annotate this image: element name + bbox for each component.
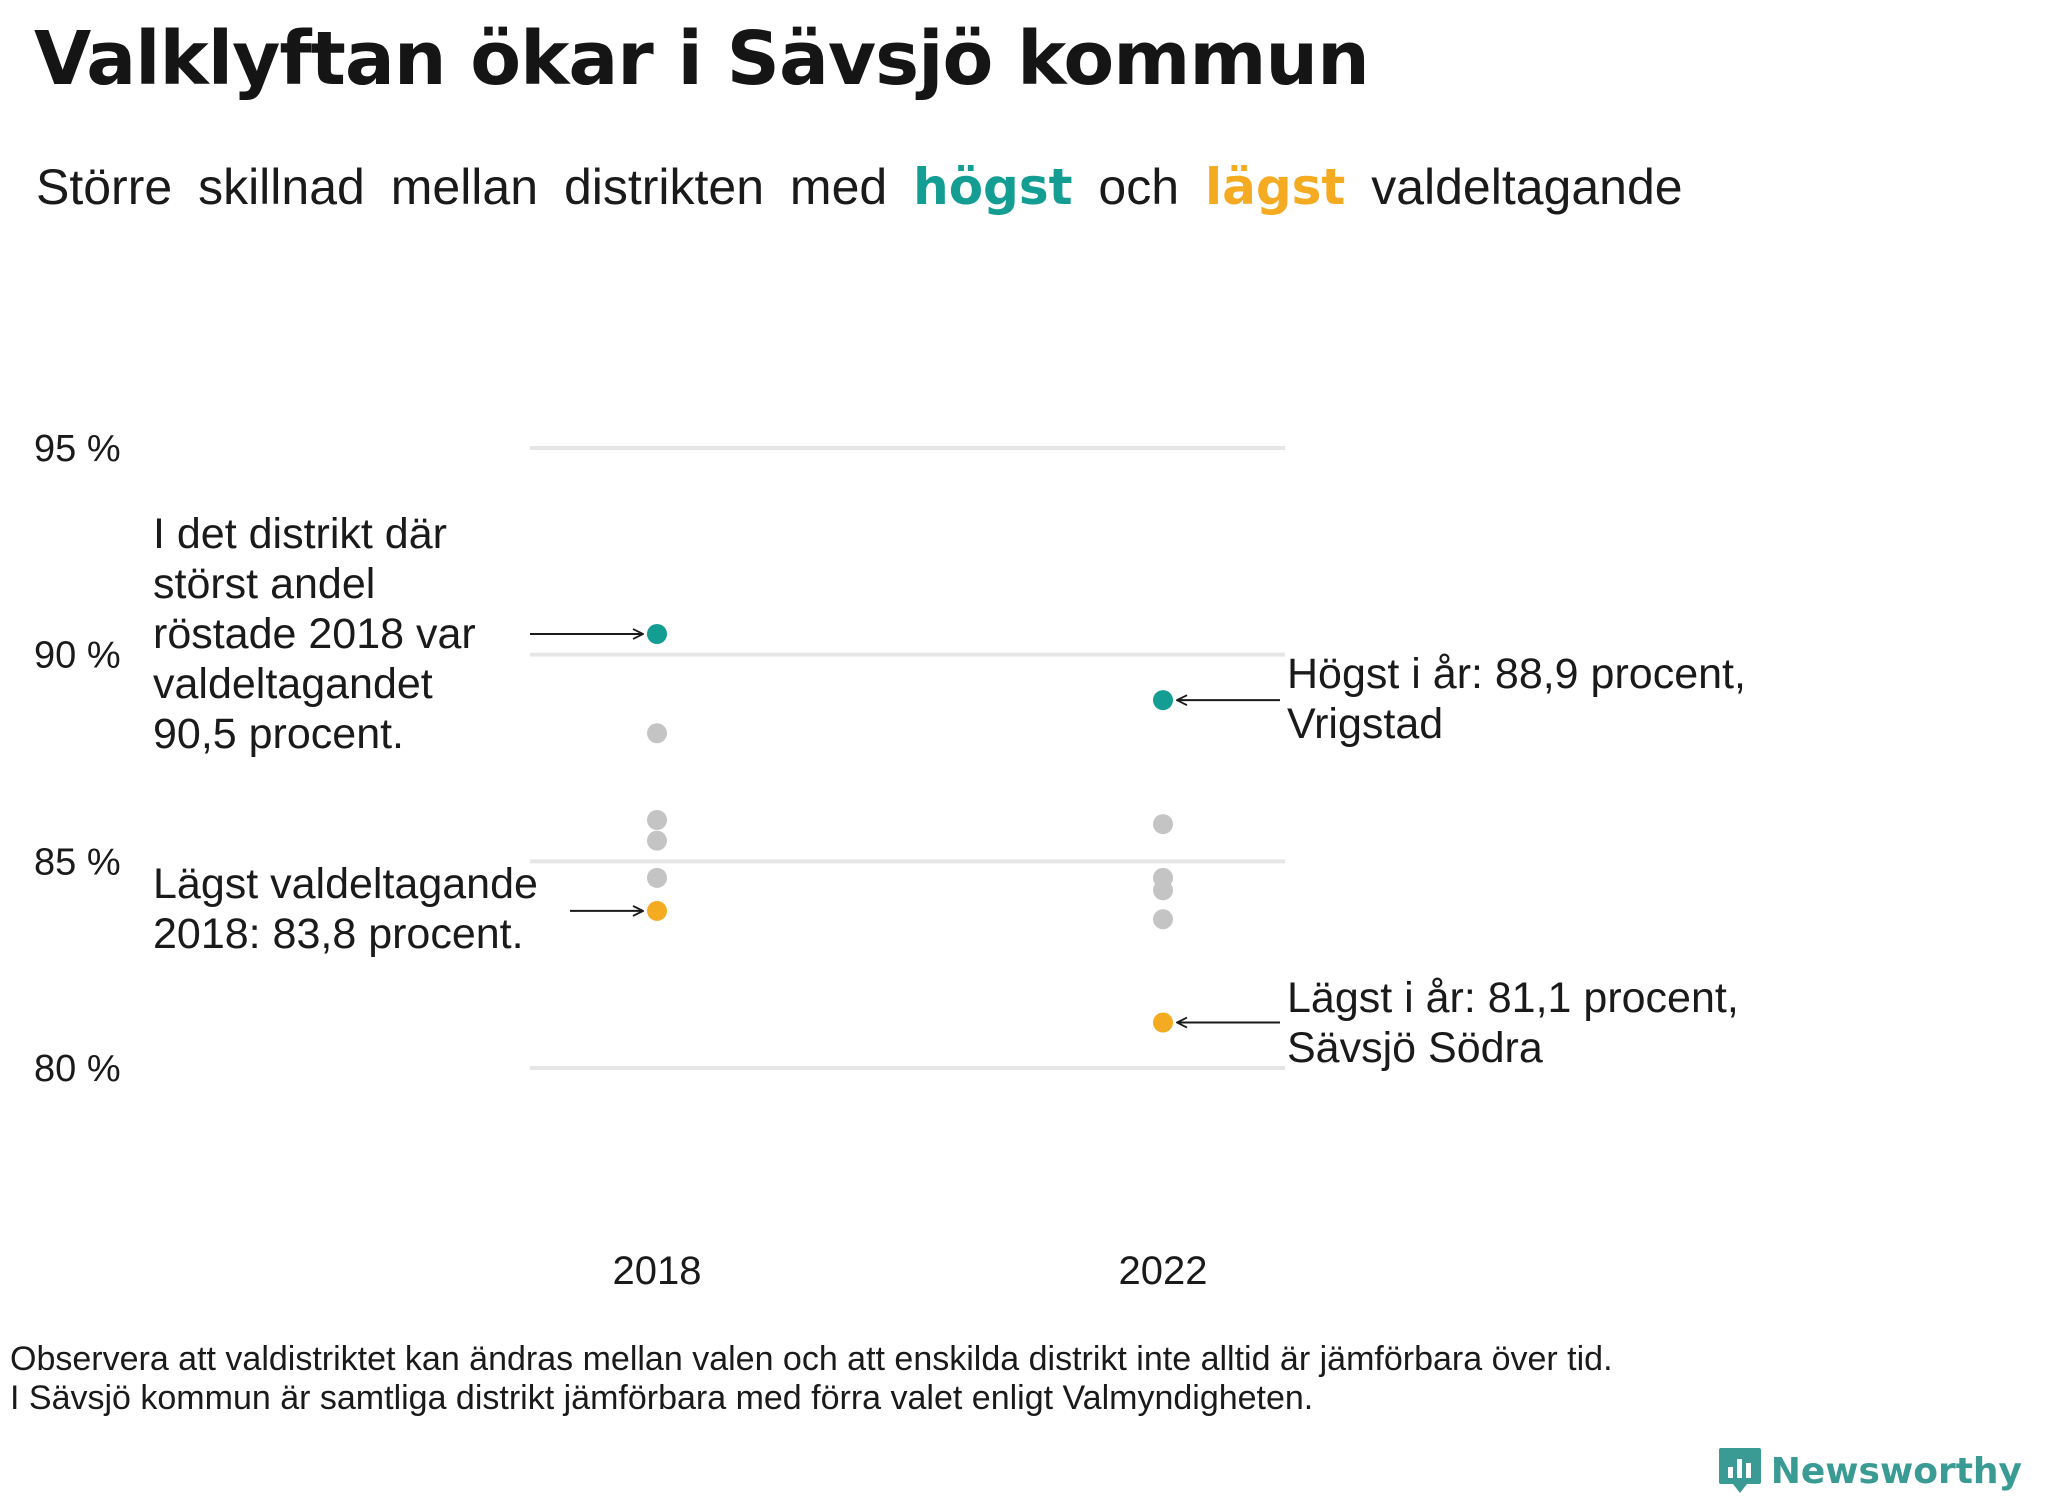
- bar-chart-speech-icon: [1718, 1448, 1761, 1493]
- annotation-low-2018: Lägst valdeltagande: [153, 860, 538, 908]
- annotation-high-2022: Högst i år: 88,9 procent,: [1287, 650, 1746, 698]
- subtitle-word: skillnad: [198, 159, 365, 215]
- data-points: [647, 624, 1173, 1033]
- subtitle-highlight-high: högst: [913, 158, 1073, 216]
- brand-logo: Newsworthy: [1717, 1446, 2022, 1496]
- annotation-low-2018: 2018: 83,8 procent.: [153, 910, 524, 958]
- data-point-other: [647, 830, 667, 851]
- subtitle-highlight-low: lägst: [1204, 158, 1346, 216]
- x-axis-labels: 2018 2022: [613, 1249, 1208, 1293]
- subtitle-word: med: [789, 159, 888, 215]
- data-point-lowest: [647, 900, 667, 921]
- y-tick-label: 80 %: [34, 1048, 121, 1090]
- data-point-highest: [647, 624, 667, 644]
- data-point-other: [1153, 880, 1173, 901]
- data-point-other: [647, 867, 667, 888]
- footnote-line: I Sävsjö kommun är samtliga distrikt jäm…: [10, 1379, 1314, 1417]
- y-tick-label: 90 %: [34, 635, 121, 677]
- annotation-high-2018: 90,5 procent.: [153, 710, 404, 758]
- annotation-high-2018: valdeltagandet: [153, 660, 433, 708]
- subtitle-word: distrikten: [563, 159, 765, 215]
- annotation-arrows: [530, 634, 1280, 1023]
- subtitle-word: och: [1098, 159, 1180, 215]
- subtitle-word: mellan: [390, 159, 539, 215]
- chart-title: Valklyftan ökar i Sävsjö kommun: [34, 16, 1370, 102]
- subtitle-word: valdeltagande: [1371, 159, 1683, 215]
- y-tick-label: 95 %: [34, 428, 121, 470]
- annotation-high-2018: störst andel: [153, 560, 375, 608]
- data-point-other: [1153, 909, 1173, 930]
- chart-subtitle: Större skillnad mellan distrikten med hö…: [36, 158, 1695, 216]
- footnote: Observera att valdistriktet kan ändras m…: [10, 1340, 1613, 1418]
- y-tick-label: 85 %: [34, 841, 121, 883]
- y-axis-labels: 95 % 90 % 85 % 80 %: [34, 428, 121, 1090]
- data-point-other: [647, 810, 667, 830]
- annotation-high-2022: Vrigstad: [1287, 700, 1443, 748]
- footnote-line: Observera att valdistriktet kan ändras m…: [10, 1340, 1613, 1378]
- data-point-other: [647, 723, 667, 744]
- brand-name: Newsworthy: [1770, 1450, 2022, 1492]
- data-point-other: [1153, 814, 1173, 835]
- annotation-low-2022: Lägst i år: 81,1 procent,: [1287, 974, 1739, 1022]
- x-tick-label: 2018: [613, 1249, 702, 1293]
- annotation-high-2018: I det distrikt där: [153, 510, 447, 558]
- data-point-highest: [1153, 690, 1173, 711]
- grid-layer: [530, 446, 1285, 1070]
- annotation-high-2018: röstade 2018 var: [153, 610, 476, 658]
- x-tick-label: 2022: [1119, 1249, 1208, 1293]
- annotation-low-2022: Sävsjö Södra: [1287, 1024, 1543, 1072]
- data-point-lowest: [1153, 1012, 1173, 1033]
- subtitle-word: Större: [36, 159, 173, 215]
